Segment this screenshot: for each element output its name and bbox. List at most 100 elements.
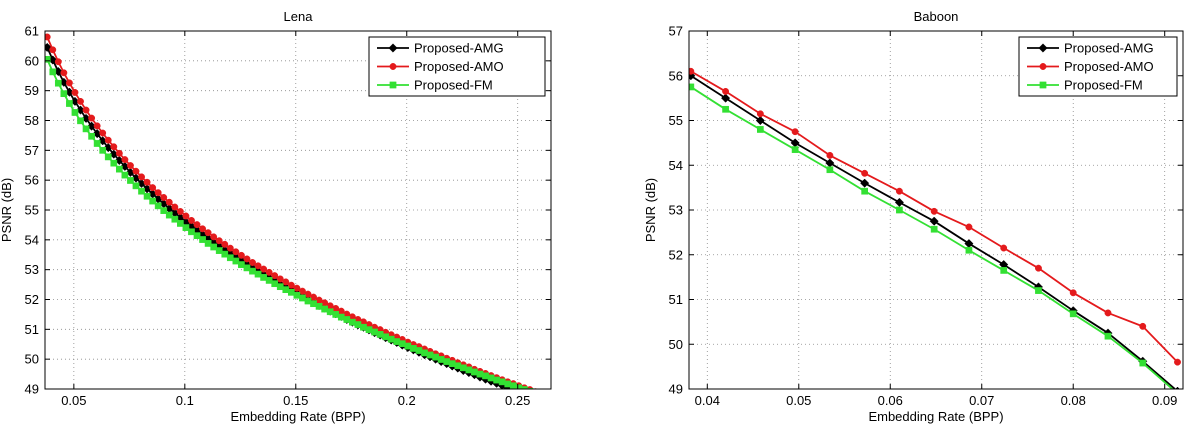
x-tick-label: 0.25 [505,393,530,408]
data-point [382,333,390,341]
data-point [54,79,62,87]
data-point [226,244,234,252]
legend-label: Proposed-AMO [1064,59,1154,74]
y-tick-label: 53 [25,262,39,277]
data-point [199,236,206,243]
data-point [293,291,301,299]
data-point [521,386,528,389]
data-point [77,97,84,105]
data-point [165,211,173,219]
series-line [46,58,526,389]
data-point [929,216,939,226]
data-point [1069,310,1077,318]
data-point [99,146,107,154]
data-point [138,173,145,181]
data-point [65,79,73,87]
data-point [1139,359,1147,367]
data-point [193,232,201,240]
legend-label: Proposed-FM [414,78,493,93]
series-Proposed-AMG [689,71,1180,389]
data-point [1000,244,1008,252]
data-point [138,187,145,195]
data-point [465,366,473,374]
y-axis-label: PSNR (dB) [643,178,658,242]
data-point [543,392,549,398]
y-tick-label: 53 [669,203,683,218]
data-point [88,132,95,140]
data-point [332,311,340,318]
y-tick-label: 61 [25,24,39,39]
data-point [365,326,373,333]
data-point [894,197,904,207]
data-point [337,313,345,321]
data-point [895,187,903,195]
data-point [448,360,456,367]
data-point [260,274,267,281]
data-point [82,106,90,114]
y-tick-label: 51 [669,292,683,307]
y-tick-label: 51 [25,322,39,337]
data-point [509,382,517,389]
data-point [860,178,870,188]
data-point [304,297,312,305]
legend-label: Proposed-AMG [1064,41,1154,56]
data-point [443,358,451,365]
y-tick-label: 56 [669,68,683,83]
data-point [115,149,123,157]
data-point [265,277,273,284]
data-point [454,362,462,370]
data-point [471,368,478,376]
y-tick-label: 50 [25,352,39,367]
x-tick-label: 0.09 [1152,393,1177,408]
data-point [188,216,195,224]
data-point [199,225,207,233]
data-point [232,248,240,256]
chart-title: Baboon [914,9,959,24]
data-point [66,100,73,107]
data-point [45,42,52,52]
y-tick-label: 55 [25,203,39,218]
data-point [537,395,545,403]
data-point [1000,267,1008,274]
chart-panel-1: 0.05 0.1 0.15 0.2 0.25 49 50 51 52 53 54 55 56 57 58 59… [0,9,552,424]
data-point [432,353,439,361]
data-point [282,278,290,286]
data-point [60,69,68,77]
data-point [538,390,544,396]
data-point [276,275,284,283]
x-axis-label: Embedding Rate (BPP) [868,409,1003,424]
data-point [182,224,190,231]
data-point [110,143,118,151]
x-tick-label: 0.07 [969,393,994,408]
data-point [204,240,212,247]
legend-marker [388,43,398,53]
data-point [115,165,123,173]
data-point [1104,309,1112,317]
data-point [45,55,51,63]
chart-title: Lena [284,9,314,24]
series-Proposed-FM [45,55,549,400]
data-point [293,284,301,292]
data-point [459,364,467,372]
series-line [46,47,515,389]
data-point [826,166,834,174]
data-point [204,229,212,237]
data-point [1174,358,1181,366]
chart-panel-2: 0.04 0.05 0.06 0.07 0.08 0.09 49 50 51 52 53 54 55 56… [643,9,1184,424]
data-point [543,394,549,400]
legend-marker [389,81,397,89]
data-point [299,294,306,302]
data-point [82,125,90,133]
y-tick-label: 55 [669,113,683,128]
data-point [349,318,356,326]
data-point [689,67,695,75]
data-point [689,83,695,91]
data-point [60,90,68,98]
data-point [321,305,328,313]
data-point [282,286,290,294]
data-point [360,323,367,331]
legend-marker [1039,63,1047,70]
data-point [88,114,96,122]
data-point [426,351,434,359]
data-point [132,182,140,190]
